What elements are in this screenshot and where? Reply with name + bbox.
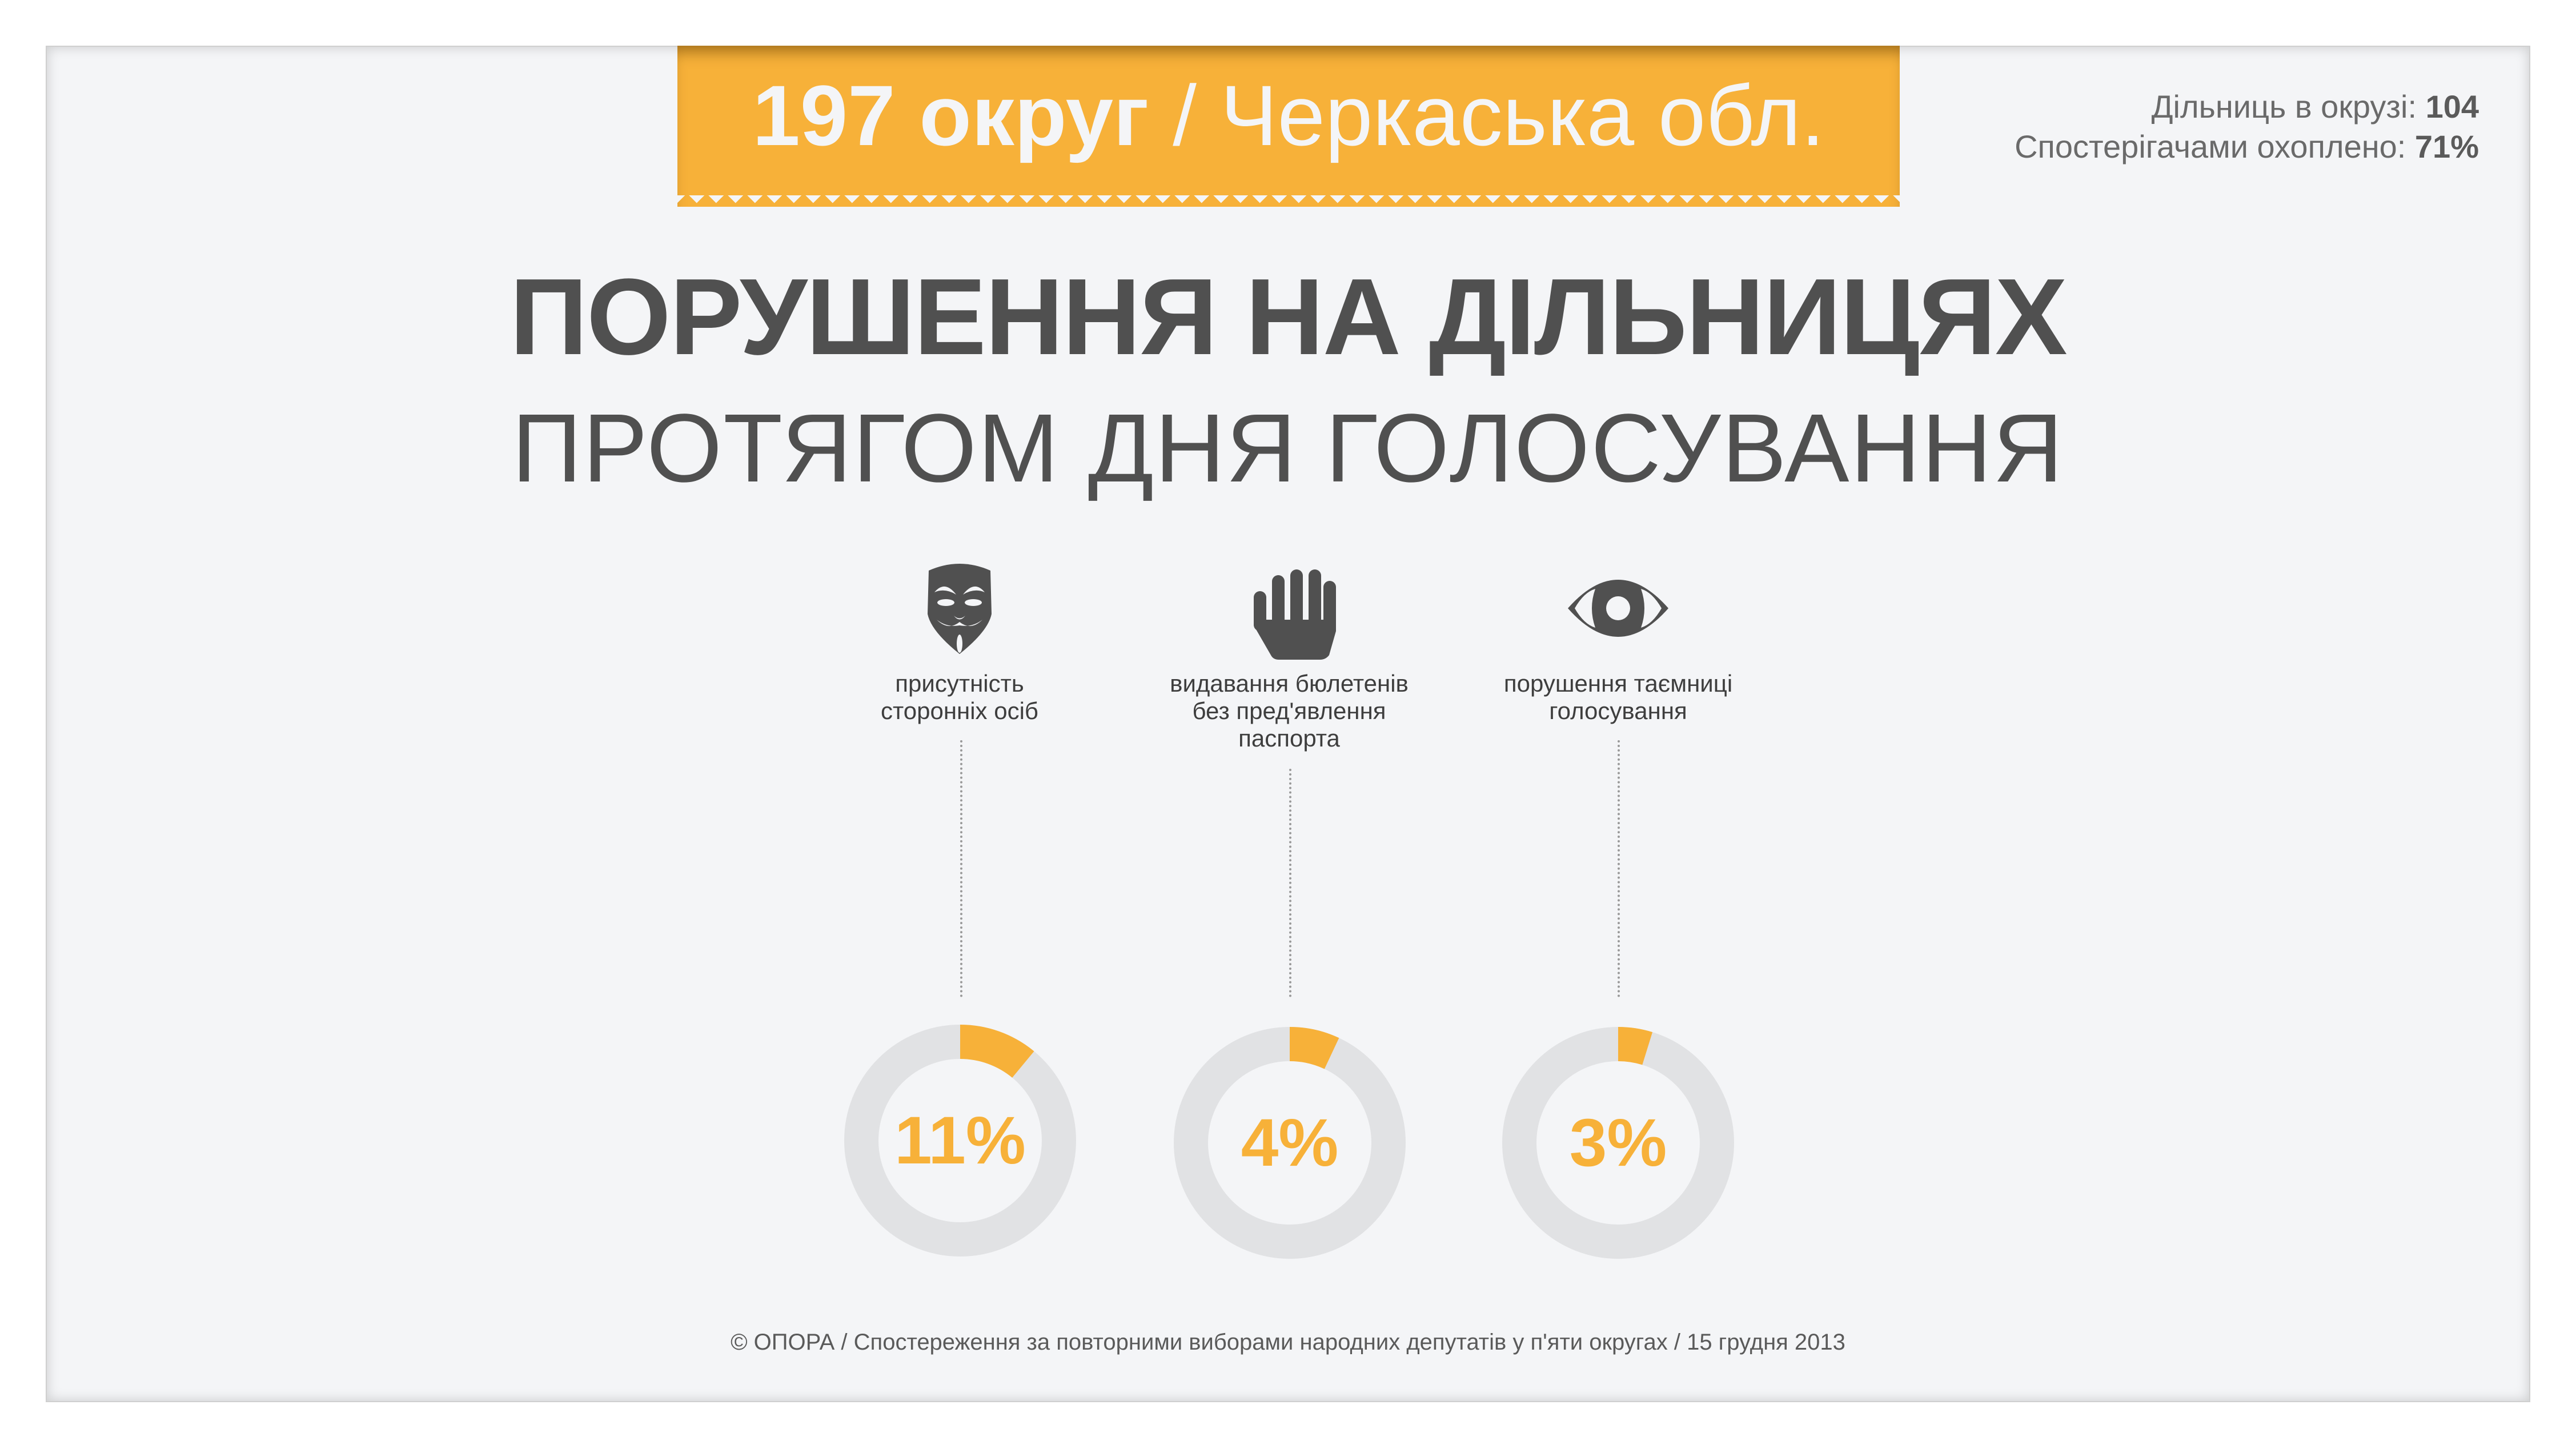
donut-ring bbox=[1174, 1027, 1406, 1259]
violation-item-outsiders: присутність сторонніх осіб bbox=[800, 557, 1120, 725]
district-region: / Черкаська обл. bbox=[1149, 67, 1825, 163]
stations-value: 104 bbox=[2425, 89, 2479, 125]
stations-label: Дільниць в окрузі: bbox=[2151, 89, 2426, 125]
donut-chart-outsiders: 11% bbox=[843, 1023, 1077, 1258]
hand-icon bbox=[1254, 569, 1336, 660]
violation-item-ballots-without-passport: видавання бюлетенів без пред'явлення пас… bbox=[1129, 557, 1449, 752]
stations-row: Дільниць в окрузі: 104 bbox=[2015, 87, 2479, 127]
percentage-value: 11% bbox=[894, 1103, 1026, 1178]
coverage-stats: Дільниць в окрузі: 104 Спостерігачами ох… bbox=[2015, 87, 2479, 167]
percentage-value: 4% bbox=[1241, 1105, 1339, 1181]
violation-label: порушення таємниці голосування bbox=[1503, 670, 1733, 724]
donut-chart-secrecy: 3% bbox=[1501, 1026, 1735, 1260]
connector-line bbox=[960, 740, 962, 997]
percentage-value: 3% bbox=[1569, 1105, 1667, 1181]
district-number: 197 округ bbox=[752, 67, 1149, 163]
donut-ring bbox=[1502, 1027, 1734, 1259]
donut-chart-ballots: 4% bbox=[1173, 1026, 1407, 1260]
connector-line bbox=[1618, 740, 1620, 997]
violation-label: видавання бюлетенів без пред'явлення пас… bbox=[1170, 670, 1409, 752]
page-title: ПОРУШЕННЯ НА ДІЛЬНИЦЯХ bbox=[509, 256, 2067, 378]
source-footer: © ОПОРА / Спостереження за повторними ви… bbox=[731, 1330, 1845, 1355]
violation-item-secrecy: порушення таємниці голосування bbox=[1458, 557, 1778, 725]
connector-line bbox=[1289, 769, 1291, 997]
mask-icon bbox=[928, 564, 992, 654]
coverage-label: Спостерігачами охоплено: bbox=[2015, 129, 2415, 164]
district-title: 197 округ / Черкаська обл. bbox=[677, 64, 1900, 167]
infographic-panel bbox=[46, 46, 2530, 1402]
donut-ring bbox=[844, 1025, 1076, 1257]
coverage-value: 71% bbox=[2414, 129, 2479, 164]
eye-icon bbox=[1568, 580, 1668, 637]
coverage-row: Спостерігачами охоплено: 71% bbox=[2015, 127, 2479, 167]
violation-label: присутність сторонніх осіб bbox=[881, 670, 1038, 724]
banner-zigzag-edge bbox=[677, 195, 1900, 207]
page-subtitle: ПРОТЯГОМ ДНЯ ГОЛОСУВАННЯ bbox=[512, 394, 2064, 503]
district-banner bbox=[677, 46, 1900, 207]
